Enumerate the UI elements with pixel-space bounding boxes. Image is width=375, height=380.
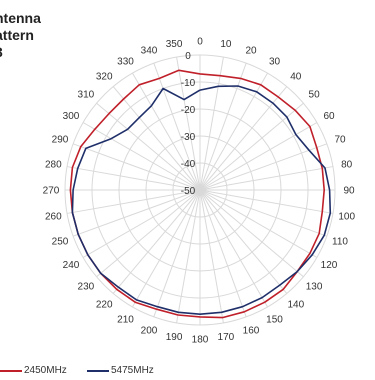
grid-spoke xyxy=(176,56,201,191)
grid-spoke xyxy=(82,122,201,191)
grid-spoke xyxy=(132,189,201,308)
grid-spoke xyxy=(82,189,201,258)
angle-tick-label: 270 xyxy=(43,186,60,197)
grid-spoke xyxy=(199,189,328,237)
grid-spoke xyxy=(199,189,224,324)
angle-tick-label: 320 xyxy=(96,71,113,82)
angle-tick-label: 240 xyxy=(63,260,80,271)
grid-spoke xyxy=(72,189,201,237)
legend-swatch-5475mhz xyxy=(87,369,109,372)
grid-spoke xyxy=(199,189,334,214)
angle-tick-label: 60 xyxy=(323,111,335,122)
angle-tick-label: 190 xyxy=(166,332,183,343)
grid-spoke xyxy=(153,62,201,191)
grid-spoke xyxy=(199,102,304,191)
angle-tick-label: 80 xyxy=(341,160,353,171)
chart-title-line-3: 3 xyxy=(0,44,65,61)
grid-spoke xyxy=(112,86,201,191)
angle-tick-label: 50 xyxy=(309,90,321,101)
angle-tick-label: 90 xyxy=(343,186,355,197)
grid-spoke xyxy=(199,189,288,294)
angle-tick-label: 250 xyxy=(52,237,69,248)
chart-title-line-1: ntenna xyxy=(0,10,41,26)
grid-spoke xyxy=(199,189,268,308)
angle-tick-label: 220 xyxy=(96,300,113,311)
angle-tick-label: 330 xyxy=(117,57,134,68)
angle-tick-label: 350 xyxy=(166,39,183,50)
angle-tick-label: 120 xyxy=(321,260,338,271)
legend-label-5475mhz: 5475MHz xyxy=(111,365,154,376)
radial-tick-label: -20 xyxy=(181,105,196,116)
grid-spoke xyxy=(199,143,328,191)
grid-spoke xyxy=(72,143,201,191)
angle-tick-label: 100 xyxy=(338,211,355,222)
angle-tick-label: 10 xyxy=(220,39,232,50)
angle-tick-label: 290 xyxy=(52,135,69,146)
legend-label-2450mhz: 2450MHz xyxy=(24,365,67,376)
grid-spoke xyxy=(112,189,201,294)
grid-spoke xyxy=(199,62,247,191)
grid-spoke xyxy=(66,189,201,214)
grid-spoke xyxy=(199,86,288,191)
series-layer xyxy=(69,69,332,319)
angle-tick-label: 30 xyxy=(269,57,281,68)
radial-tick-label: -40 xyxy=(181,159,196,170)
angle-tick-label: 210 xyxy=(117,315,134,326)
radial-tick-label: 0 xyxy=(185,51,191,62)
legend-item-5475mhz: 5475MHz xyxy=(87,365,154,376)
angle-tick-label: 310 xyxy=(78,90,95,101)
grid-spoke xyxy=(199,189,318,258)
angle-tick-label: 300 xyxy=(63,111,80,122)
angle-tick-label: 140 xyxy=(287,300,304,311)
grid-spoke xyxy=(176,189,201,324)
angle-tick-label: 280 xyxy=(45,160,62,171)
series-line-2450mhz xyxy=(69,69,326,319)
grid-spoke xyxy=(66,166,201,191)
angle-tick-label: 160 xyxy=(243,326,260,337)
grid-spoke xyxy=(153,189,201,318)
series-line-5475mhz xyxy=(71,85,332,316)
angle-tick-label: 180 xyxy=(192,335,209,346)
legend-item-2450mhz: 2450MHz xyxy=(0,365,67,376)
grid-spoke xyxy=(132,72,201,191)
radial-tick-label: -50 xyxy=(181,186,196,197)
angle-tick-label: 150 xyxy=(266,315,283,326)
radial-tick-label: -30 xyxy=(181,132,196,143)
angle-tick-label: 340 xyxy=(141,46,158,57)
angle-tick-label: 170 xyxy=(218,332,235,343)
angle-tick-label: 0 xyxy=(197,37,203,48)
grid-spoke xyxy=(199,189,304,278)
grid-spoke xyxy=(96,102,201,191)
grid-spoke xyxy=(199,56,224,191)
polar-grid xyxy=(64,54,336,326)
angle-tick-label: 260 xyxy=(45,211,62,222)
angle-tick-label: 200 xyxy=(141,326,158,337)
angle-tick-label: 110 xyxy=(332,237,348,248)
grid-spoke xyxy=(199,122,318,191)
legend-swatch-2450mhz xyxy=(0,369,22,372)
radial-tick-label: -10 xyxy=(181,78,196,89)
grid-spoke xyxy=(199,72,268,191)
angle-tick-label: 230 xyxy=(78,281,95,292)
angle-tick-label: 40 xyxy=(290,71,302,82)
grid-spoke xyxy=(96,189,201,278)
grid-spoke xyxy=(199,189,247,318)
angle-tick-label: 130 xyxy=(306,281,323,292)
grid-spoke xyxy=(199,166,334,191)
angle-tick-label: 70 xyxy=(334,135,346,146)
angle-tick-label: 20 xyxy=(245,46,257,57)
